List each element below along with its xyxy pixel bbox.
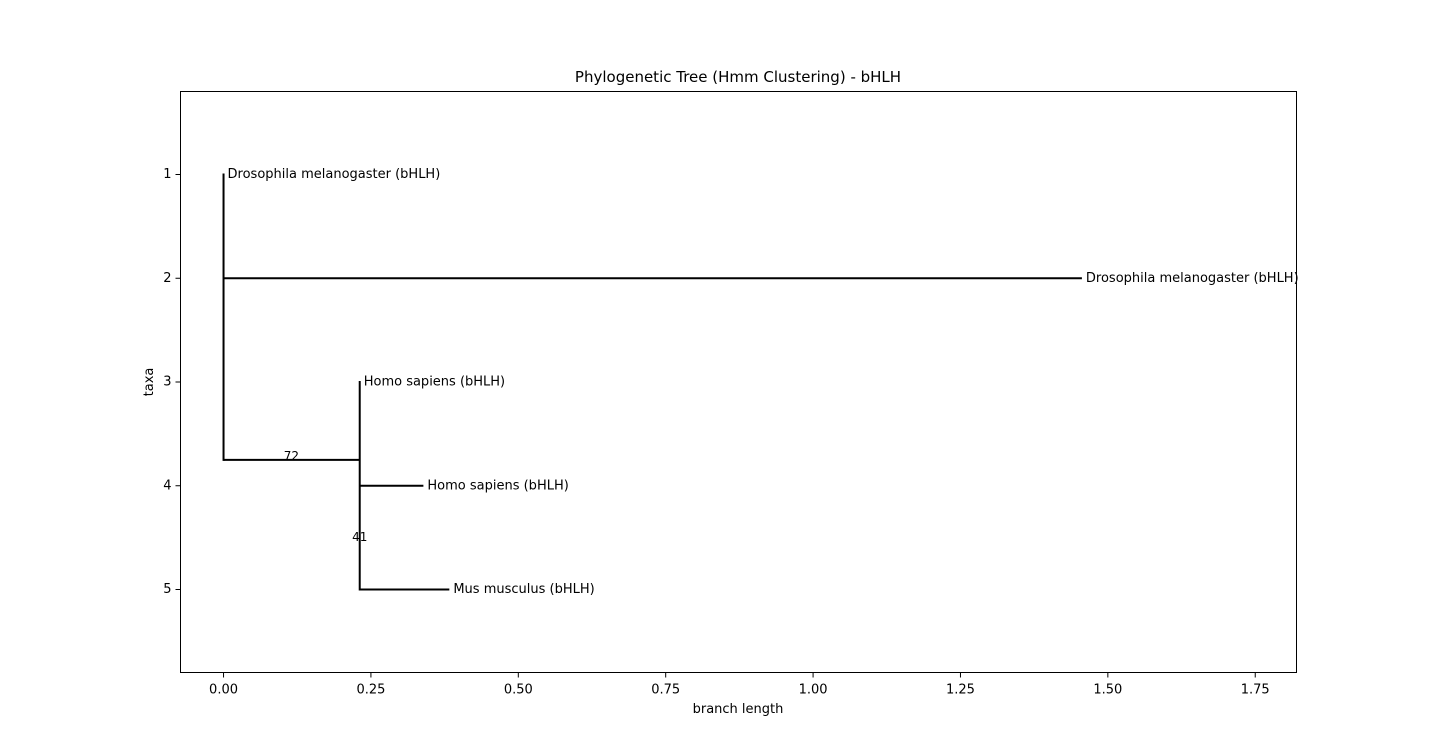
- x-tick-label: 1.50: [1093, 683, 1122, 698]
- leaf-label: Drosophila melanogaster (bHLH): [228, 167, 441, 182]
- leaf-label: Homo sapiens (bHLH): [427, 478, 568, 493]
- x-tick-label: 0.25: [356, 683, 385, 698]
- support-value-label: 72: [284, 449, 299, 463]
- y-tick-label: 1: [163, 167, 171, 182]
- y-axis-label: taxa: [142, 368, 157, 397]
- leaf-label: Drosophila melanogaster (bHLH): [1086, 271, 1299, 286]
- x-tick-label: 0.00: [209, 683, 238, 698]
- x-tick-label: 1.00: [799, 683, 828, 698]
- support-value-label: 41: [352, 530, 367, 544]
- chart-title: Phylogenetic Tree (Hmm Clustering) - bHL…: [575, 68, 901, 86]
- x-tick-label: 0.75: [651, 683, 680, 698]
- x-tick-label: 0.50: [504, 683, 533, 698]
- x-axis-label: branch length: [693, 702, 784, 717]
- y-tick-label: 2: [163, 271, 171, 286]
- y-tick-label: 3: [163, 375, 171, 390]
- y-tick-label: 5: [163, 582, 171, 597]
- plot-area: Drosophila melanogaster (bHLH) Drosophil…: [222, 167, 1299, 597]
- x-tick-label: 1.75: [1241, 683, 1270, 698]
- x-tick-label: 1.25: [946, 683, 975, 698]
- leaf-label: Homo sapiens (bHLH): [364, 375, 505, 390]
- y-tick-label: 4: [163, 478, 171, 493]
- leaf-label: Mus musculus (bHLH): [453, 582, 594, 597]
